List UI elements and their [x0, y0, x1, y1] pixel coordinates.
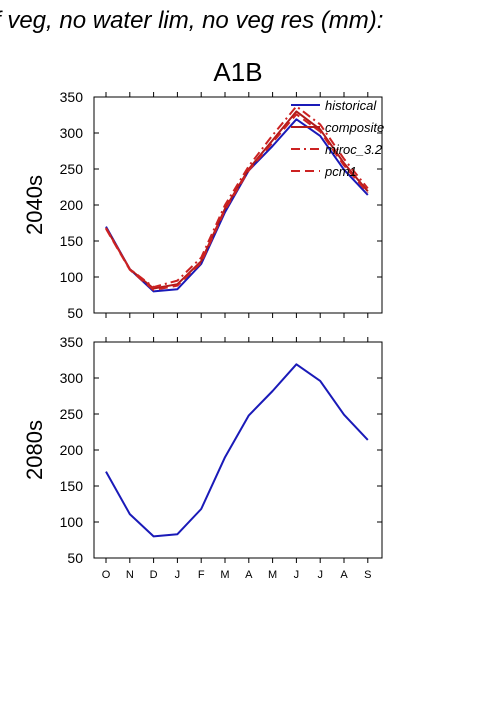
figure-header: f veg, no water lim, no veg res (mm): — [0, 7, 383, 34]
month-label: J — [317, 569, 323, 581]
y-tick-label: 100 — [60, 514, 84, 530]
series-line-composite — [105, 110, 369, 290]
legend-label: composite — [325, 120, 384, 135]
panel-2080s-label: 2080s — [22, 420, 47, 480]
series-line-historical — [105, 363, 369, 538]
month-label: M — [268, 569, 277, 581]
y-tick-label: 200 — [60, 442, 84, 458]
y-tick-label: 100 — [60, 269, 84, 285]
y-tick-label: 300 — [60, 125, 84, 141]
legend: historical composite miroc_3.2 pcm1 — [291, 98, 384, 179]
legend-label: pcm1 — [324, 164, 357, 179]
month-label: N — [126, 569, 134, 581]
y-tick-label: 50 — [67, 550, 83, 566]
y-tick-label: 350 — [60, 334, 84, 350]
panel-2080s-series — [105, 363, 369, 538]
month-label: J — [175, 569, 181, 581]
panel-2040s-series — [105, 105, 369, 293]
y-tick-label: 300 — [60, 370, 84, 386]
month-label: A — [340, 569, 348, 581]
y-tick-label: 200 — [60, 197, 84, 213]
panel-2040s-ticks: 50 100 150 200 250 300 350 — [60, 89, 382, 321]
month-label: A — [245, 569, 253, 581]
y-tick-label: 150 — [60, 478, 84, 494]
y-tick-label: 150 — [60, 233, 84, 249]
month-label: J — [294, 569, 300, 581]
panel-2040s-label: 2040s — [22, 175, 47, 235]
y-tick-label: 250 — [60, 406, 84, 422]
panel-2080s: 2080s 50 100 150 200 250 300 350 O N D J F M A M J J A S — [22, 334, 383, 581]
panel-2080s-ticks: 50 100 150 200 250 300 350 — [60, 334, 382, 566]
month-label: F — [198, 569, 205, 581]
y-tick-label: 350 — [60, 89, 84, 105]
y-tick-label: 250 — [60, 161, 84, 177]
panel-2040s: 2040s 50 100 150 200 250 300 350 historical com… — [22, 89, 384, 321]
panel-2080s-frame — [93, 341, 383, 559]
month-label: O — [102, 569, 111, 581]
month-label: D — [150, 569, 158, 581]
series-line-pcm1 — [105, 113, 369, 291]
series-line-miroc-3-2 — [105, 105, 369, 289]
legend-label: historical — [325, 98, 377, 113]
month-label: M — [220, 569, 229, 581]
legend-label: miroc_3.2 — [325, 142, 383, 157]
y-tick-label: 50 — [67, 305, 83, 321]
scenario-title: A1B — [213, 57, 262, 87]
month-label: S — [364, 569, 371, 581]
